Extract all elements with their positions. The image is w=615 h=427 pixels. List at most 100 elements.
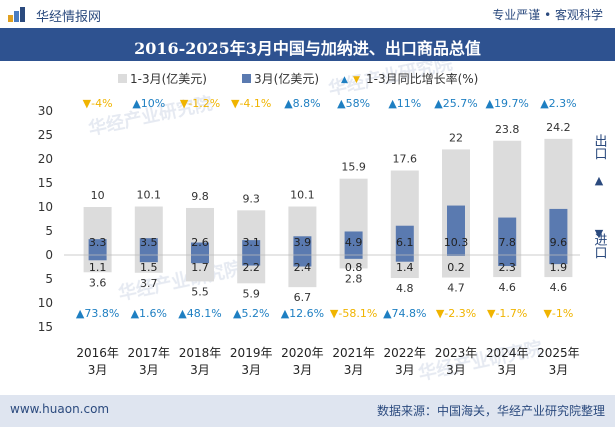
export-month-bar — [395, 225, 414, 255]
brand-name: 华经情报网 — [36, 10, 102, 25]
export-month-bar — [344, 231, 363, 255]
footer-bar — [0, 395, 615, 427]
export-month-bar — [447, 205, 465, 255]
legend-down-triangle-icon: ▼ — [353, 75, 360, 85]
export-growth-label: ▲10% — [132, 97, 165, 110]
export-cumulative-label: 17.6 — [393, 153, 418, 166]
x-category-line: 2025年 — [537, 346, 580, 360]
x-category-line: 2022年 — [384, 346, 427, 360]
x-category-line: 2021年 — [332, 346, 375, 360]
side-label-import: ▼ 进口 — [592, 227, 608, 259]
x-category-line: 2018年 — [179, 346, 222, 360]
x-category-label: 2020年 3月 — [281, 346, 324, 377]
export-month-bar — [549, 208, 568, 255]
import-growth-label: ▼-1% — [543, 307, 573, 320]
import-growth-label: ▲1.6% — [131, 307, 167, 320]
export-month-bar — [139, 238, 158, 255]
bars — [83, 138, 573, 288]
export-month-label: 9.6 — [550, 236, 568, 249]
export-month-bar — [498, 217, 517, 255]
export-cumulative-label: 9.3 — [242, 192, 260, 205]
y-tick-label: 5 — [45, 272, 53, 286]
import-month-bar — [191, 255, 209, 264]
y-tick-label: 25 — [38, 128, 53, 142]
import-month-label: 1.4 — [396, 261, 414, 274]
y-axis: 30 25 20 15 10 5 0 5 10 15 — [38, 104, 53, 334]
import-growth-label: ▼-1.7% — [487, 307, 527, 320]
export-month-label: 7.8 — [498, 236, 516, 249]
top-bar: 华经情报网 专业严谨 • 客观科学 — [0, 0, 615, 28]
export-cumulative-label: 10 — [91, 189, 105, 202]
x-category-line: 3月 — [293, 363, 313, 377]
chart-title: 2016-2025年3月中国与加纳进、出口商品总值 — [134, 39, 481, 58]
title-bar — [0, 28, 615, 61]
export-growth-label: ▲19.7% — [485, 97, 528, 110]
x-category-line: 3月 — [241, 363, 261, 377]
x-category-line: 3月 — [344, 363, 364, 377]
legend-label-cumulative: 1-3月(亿美元) — [130, 71, 207, 86]
export-cumulative-label: 23.8 — [495, 123, 520, 136]
export-up-arrow-icon: ▲ — [595, 174, 604, 187]
import-month-label: 1.1 — [89, 261, 107, 274]
y-tick-label: 30 — [38, 104, 53, 118]
export-month-bar — [242, 240, 261, 255]
export-growth-label: ▼-4.1% — [231, 97, 271, 110]
x-category-label: 2025年 3月 — [537, 346, 580, 377]
x-category-label: 2017年 3月 — [128, 346, 171, 377]
export-month-label: 6.1 — [396, 236, 414, 249]
export-month-label: 3.3 — [89, 236, 107, 249]
side-label-export: 出口 ▲ — [592, 134, 607, 187]
x-category-line: 2016年 — [76, 346, 119, 360]
export-cumulative-label: 24.2 — [546, 121, 571, 134]
labels: 10 3.3 1.1 3.6 ▼-4% ▲73.8% 10.1 3.5 1.5 3.7 ▲10% ▲1… — [76, 97, 577, 320]
export-month-label: 4.9 — [345, 236, 363, 249]
import-month-bar — [293, 255, 312, 267]
x-category-line: 3月 — [549, 363, 569, 377]
slogan: 专业严谨 • 客观科学 — [492, 8, 603, 22]
import-month-bar — [242, 255, 261, 266]
y-tick-label: 20 — [38, 152, 53, 166]
import-growth-label: ▲73.8% — [76, 307, 119, 320]
import-growth-label: ▼-58.1% — [330, 307, 377, 320]
export-month-label: 2.6 — [191, 236, 209, 249]
import-month-label: 2.4 — [294, 261, 312, 274]
side-label-import-text: 进口 — [592, 233, 608, 259]
export-cumulative-label: 22 — [449, 131, 463, 144]
import-month-bar — [447, 255, 465, 256]
export-month-label: 3.9 — [294, 236, 312, 249]
x-category-label: 2016年 3月 — [76, 346, 119, 377]
import-growth-label: ▲12.6% — [281, 307, 324, 320]
export-growth-label: ▼-4% — [83, 97, 113, 110]
export-month-bar — [191, 242, 209, 255]
export-month-label: 3.5 — [140, 236, 158, 249]
import-month-bar — [344, 255, 363, 259]
export-cumulative-label: 15.9 — [341, 161, 366, 174]
export-month-label: 3.1 — [242, 236, 260, 249]
import-month-label: 1.5 — [140, 261, 158, 274]
import-cumulative-label: 6.7 — [294, 291, 312, 304]
side-label-export-text: 出口 — [592, 134, 607, 160]
import-cumulative-label: 2.8 — [345, 272, 363, 285]
legend-up-triangle-icon: ▲ — [341, 75, 348, 85]
import-month-label: 2.3 — [498, 261, 516, 274]
import-growth-label: ▼-2.3% — [436, 307, 476, 320]
x-category-line: 3月 — [190, 363, 210, 377]
import-month-bar — [88, 255, 107, 261]
x-category-label: 2022年 3月 — [384, 346, 427, 377]
import-month-label: 1.7 — [191, 261, 209, 274]
legend-label-month: 3月(亿美元) — [254, 71, 319, 86]
import-growth-label: ▲74.8% — [383, 307, 426, 320]
import-down-arrow-icon: ▼ — [595, 227, 604, 240]
import-cumulative-label: 4.6 — [498, 281, 516, 294]
legend-swatch-cumulative — [118, 74, 127, 83]
export-growth-label: ▲2.3% — [540, 97, 576, 110]
legend-swatch-month — [242, 74, 251, 83]
x-category-line: 3月 — [88, 363, 108, 377]
export-cumulative-label: 9.8 — [191, 190, 209, 203]
x-category-line: 2020年 — [281, 346, 324, 360]
x-category-line: 3月 — [395, 363, 415, 377]
import-growth-label: ▲48.1% — [178, 307, 221, 320]
import-month-bar — [395, 255, 414, 262]
x-category-label: 2018年 3月 — [179, 346, 222, 377]
